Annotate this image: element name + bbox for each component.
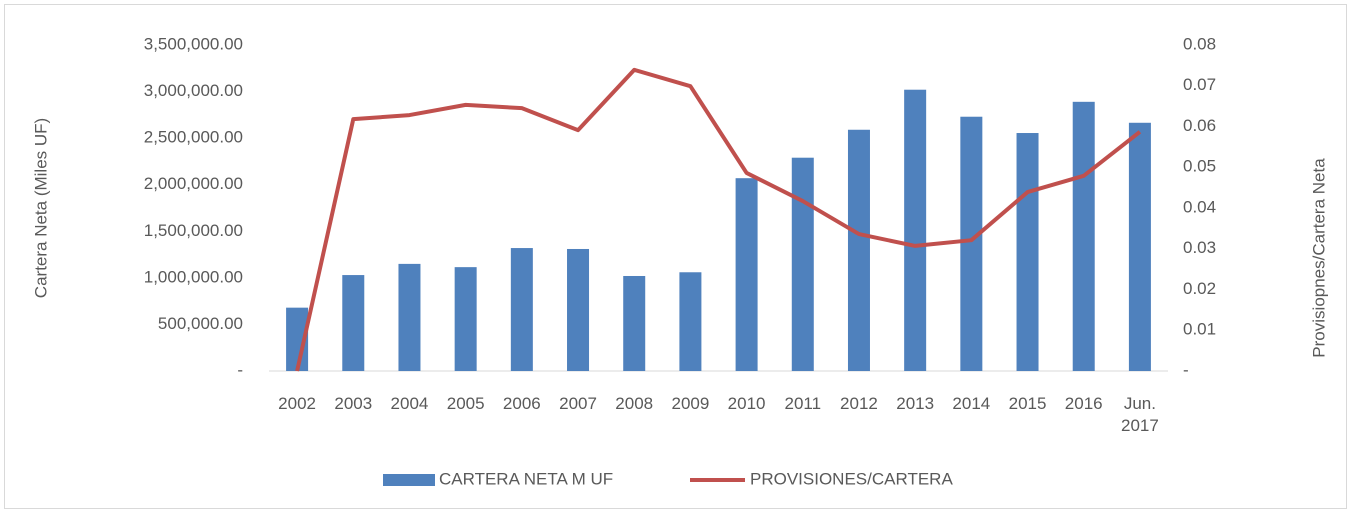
x-tick-label: 2016 [1064, 394, 1103, 413]
bar [454, 267, 477, 371]
x-tick-label: 2012 [840, 394, 878, 413]
bar [960, 116, 983, 371]
bar [342, 275, 365, 371]
y-axis-title: Cartera Neta (Miles UF) [31, 118, 50, 298]
y2-tick-label: 0.08 [1183, 34, 1216, 53]
x-tick-label: 2010 [727, 394, 766, 413]
x-tick-label: 2011 [784, 394, 822, 413]
bar [1072, 101, 1095, 372]
bar [623, 275, 646, 371]
x-tick-label: 2008 [615, 394, 654, 413]
bar [735, 178, 758, 371]
y2-tick-label: 0.03 [1183, 238, 1216, 257]
y2-tick-label: 0.06 [1183, 116, 1216, 135]
x-tick-label: 2002 [278, 394, 316, 413]
y-tick-label: 1,000,000.00 [144, 267, 243, 286]
x-tick-label: 2004 [390, 394, 429, 413]
y-tick-label: 500,000.00 [158, 314, 243, 333]
y-tick-label: 2,500,000.00 [144, 128, 243, 147]
legend-label: CARTERA NETA M UF [439, 469, 613, 488]
bar [398, 263, 421, 371]
x-tick-label: Jun. 2017 [1120, 394, 1159, 435]
y2-tick-label: 0.07 [1183, 75, 1216, 94]
x-tick-label: 2005 [446, 394, 485, 413]
x-tick-label: 2014 [952, 394, 991, 413]
bar [904, 89, 927, 372]
x-tick-label: 2009 [671, 394, 710, 413]
y2-tick-label: 0.05 [1183, 157, 1216, 176]
bar [1016, 133, 1039, 371]
x-tick-label: 2006 [502, 394, 541, 413]
y-tick-label: - [237, 360, 243, 379]
bar [510, 248, 533, 371]
bar [847, 129, 870, 371]
x-tick-label: 2007 [559, 394, 597, 413]
x-tick-label: 2003 [334, 394, 373, 413]
bar [567, 248, 590, 371]
line [295, 67, 1142, 372]
y-tick-label: 3,000,000.00 [144, 81, 243, 100]
y-tick-label: 3,500,000.00 [144, 34, 243, 53]
bar [679, 272, 702, 371]
legend-swatch [383, 474, 435, 486]
chart-border [4, 4, 1347, 509]
y2-tick-label: 0.04 [1183, 197, 1216, 216]
y2-tick-label: - [1183, 360, 1189, 379]
bar [1128, 122, 1151, 371]
y2-axis-title: Provisiopnes/Cartera Neta [1309, 158, 1328, 358]
y-tick-label: 2,000,000.00 [144, 174, 243, 193]
x-tick-label: 2013 [896, 394, 935, 413]
bar [791, 157, 814, 371]
legend-label: PROVISIONES/CARTERA [750, 469, 953, 488]
y2-tick-label: 0.01 [1183, 320, 1216, 339]
x-tick-label: 2015 [1008, 394, 1047, 413]
y2-tick-label: 0.02 [1183, 279, 1216, 298]
y-tick-label: 1,500,000.00 [144, 221, 243, 240]
